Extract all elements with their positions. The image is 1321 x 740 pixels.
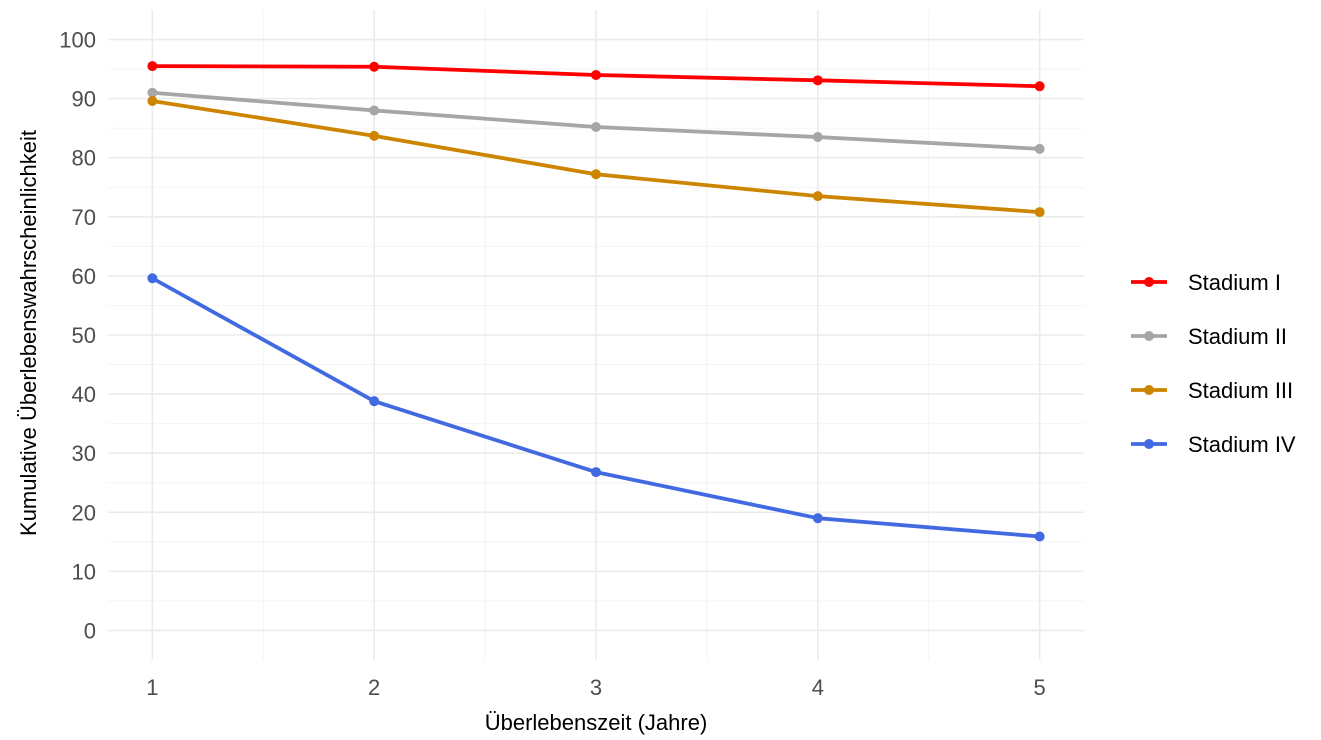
data-point — [812, 132, 823, 143]
data-point — [147, 87, 158, 98]
data-point — [812, 191, 823, 202]
y-axis-tick-labels: 0 10 20 30 40 50 60 70 80 90 100 — [59, 28, 96, 644]
legend-item-stadium-i: Stadium I — [1131, 270, 1281, 295]
data-point — [1034, 207, 1045, 218]
legend-key-point — [1144, 439, 1154, 449]
y-tick-label: 30 — [72, 441, 96, 466]
y-tick-label: 80 — [72, 146, 96, 171]
legend-key-point — [1144, 331, 1154, 341]
x-tick-label: 1 — [146, 675, 158, 700]
legend-item-stadium-iii: Stadium III — [1131, 378, 1293, 403]
y-axis-title: Kumulative Überlebenswahrscheinlichkeit — [16, 130, 41, 536]
legend-label: Stadium II — [1188, 324, 1287, 349]
data-point — [591, 70, 601, 80]
data-point — [591, 169, 601, 180]
series-stadium-iv — [147, 273, 1045, 542]
data-point — [812, 75, 823, 86]
y-tick-label: 60 — [72, 264, 96, 289]
y-tick-label: 100 — [59, 28, 96, 53]
data-point — [1034, 531, 1045, 542]
series-stadium-ii — [147, 87, 1045, 154]
legend-label: Stadium IV — [1188, 432, 1296, 457]
data-point — [147, 96, 158, 106]
y-tick-label: 0 — [84, 618, 96, 643]
legend-item-stadium-ii: Stadium II — [1131, 324, 1287, 349]
data-point — [591, 467, 601, 478]
x-axis-tick-labels: 1 2 3 4 5 — [146, 675, 1046, 700]
data-point — [369, 61, 380, 72]
y-tick-label: 20 — [72, 500, 96, 525]
x-tick-label: 3 — [590, 675, 602, 700]
data-point — [812, 513, 823, 524]
y-tick-label: 40 — [72, 382, 96, 407]
legend-label: Stadium III — [1188, 378, 1293, 403]
data-point — [591, 122, 601, 132]
legend: Stadium I Stadium II Stadium III Stadium IV — [1131, 270, 1296, 457]
data-point — [369, 396, 380, 407]
x-tick-label: 2 — [368, 675, 380, 700]
x-axis-title: Überlebenszeit (Jahre) — [485, 710, 708, 735]
data-point — [147, 61, 158, 72]
legend-key-point — [1144, 385, 1154, 395]
y-tick-label: 90 — [72, 87, 96, 112]
data-point — [1034, 81, 1045, 92]
legend-key-point — [1144, 277, 1154, 287]
series-stadium-iii — [147, 96, 1045, 218]
data-point — [147, 273, 158, 284]
data-point — [369, 130, 380, 141]
y-tick-label: 10 — [72, 559, 96, 584]
legend-item-stadium-iv: Stadium IV — [1131, 432, 1296, 457]
y-tick-label: 70 — [72, 205, 96, 230]
series-lines — [147, 61, 1045, 542]
x-tick-label: 4 — [812, 675, 824, 700]
data-point — [1034, 143, 1045, 154]
y-tick-label: 50 — [72, 323, 96, 348]
x-tick-label: 5 — [1034, 675, 1046, 700]
data-point — [369, 105, 380, 116]
legend-label: Stadium I — [1188, 270, 1281, 295]
series-stadium-i — [147, 61, 1045, 92]
